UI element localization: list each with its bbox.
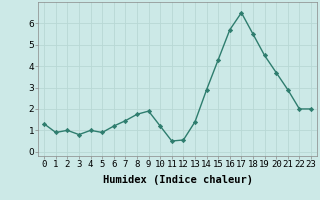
X-axis label: Humidex (Indice chaleur): Humidex (Indice chaleur)	[103, 175, 252, 185]
